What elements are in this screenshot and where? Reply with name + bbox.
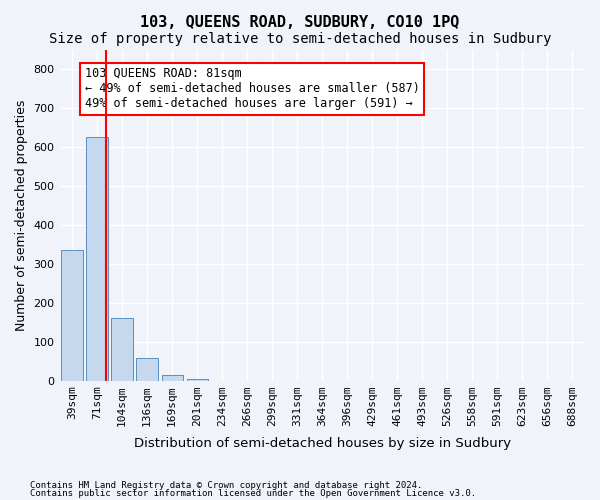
Text: Size of property relative to semi-detached houses in Sudbury: Size of property relative to semi-detach… (49, 32, 551, 46)
Text: Contains public sector information licensed under the Open Government Licence v3: Contains public sector information licen… (30, 488, 476, 498)
X-axis label: Distribution of semi-detached houses by size in Sudbury: Distribution of semi-detached houses by … (134, 437, 511, 450)
Text: 103, QUEENS ROAD, SUDBURY, CO10 1PQ: 103, QUEENS ROAD, SUDBURY, CO10 1PQ (140, 15, 460, 30)
Text: 103 QUEENS ROAD: 81sqm
← 49% of semi-detached houses are smaller (587)
49% of se: 103 QUEENS ROAD: 81sqm ← 49% of semi-det… (85, 68, 419, 110)
Text: Contains HM Land Registry data © Crown copyright and database right 2024.: Contains HM Land Registry data © Crown c… (30, 481, 422, 490)
Bar (86, 138, 108, 380)
Bar (161, 374, 183, 380)
Y-axis label: Number of semi-detached properties: Number of semi-detached properties (15, 100, 28, 331)
Bar (112, 318, 133, 380)
Bar (136, 358, 158, 380)
Bar (187, 378, 208, 380)
Bar (61, 250, 83, 380)
